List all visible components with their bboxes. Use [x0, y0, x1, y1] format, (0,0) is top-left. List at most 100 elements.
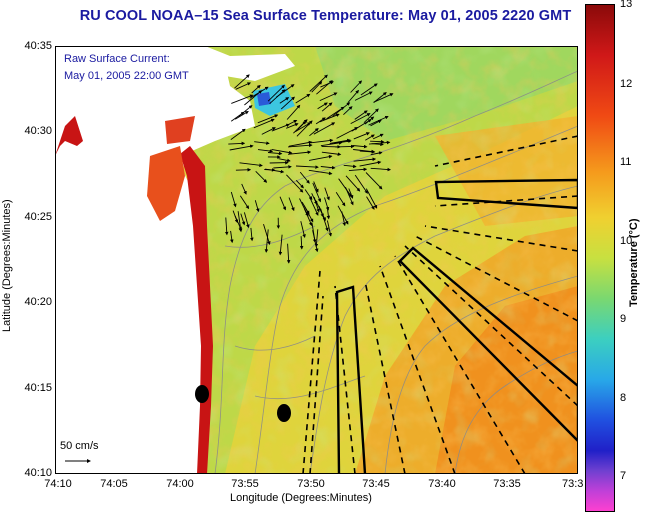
- current-vector: [289, 140, 313, 147]
- current-vector: [279, 196, 287, 211]
- current-vector: [370, 119, 382, 127]
- land-new-jersey: [55, 46, 255, 474]
- current-vector: [359, 150, 376, 154]
- current-vector: [254, 141, 270, 145]
- current-vector: [286, 174, 304, 193]
- colorbar-tick: 12: [620, 78, 633, 90]
- current-vector: [234, 111, 249, 120]
- current-vector: [264, 229, 269, 253]
- sampling-box-south: [335, 285, 367, 474]
- lat-tick: 40:30: [24, 125, 52, 137]
- current-vector: [241, 183, 247, 195]
- current-vector: [326, 106, 345, 120]
- current-vector: [295, 165, 319, 169]
- current-vector: [267, 84, 285, 102]
- current-vector: [309, 154, 333, 161]
- bathymetry-contours: [214, 70, 578, 474]
- current-vector: [372, 133, 384, 140]
- current-vector: [264, 168, 276, 172]
- current-vector: [313, 181, 319, 193]
- station-marker: [277, 404, 291, 422]
- current-vector: [371, 142, 384, 147]
- current-vector: [254, 200, 260, 213]
- current-vector: [243, 212, 250, 229]
- current-vector: [234, 74, 250, 89]
- lat-tick: 40:35: [24, 40, 52, 52]
- lon-tick: 73:35: [493, 478, 521, 490]
- current-vector: [321, 151, 342, 156]
- current-vector: [231, 94, 254, 104]
- current-vector: [255, 170, 268, 183]
- bay-warm-water: [165, 116, 195, 144]
- current-vector: [257, 149, 274, 153]
- current-vector: [278, 234, 283, 256]
- current-vector: [354, 174, 368, 194]
- current-vector: [373, 93, 394, 103]
- current-vector: [309, 128, 319, 137]
- current-vector: [353, 132, 370, 140]
- current-vector: [365, 134, 375, 141]
- lat-tick: 40:15: [24, 382, 52, 394]
- current-vector: [310, 138, 334, 144]
- cold-spot: [257, 92, 271, 106]
- current-vector: [365, 188, 378, 209]
- current-vector: [232, 210, 239, 224]
- current-vector: [263, 223, 271, 245]
- lon-tick: 73:40: [428, 478, 456, 490]
- current-vector: [309, 74, 328, 92]
- current-vector: [286, 104, 301, 120]
- coastal-warm-strip: [55, 116, 83, 156]
- current-vector: [324, 187, 330, 201]
- current-vector: [251, 84, 261, 94]
- current-vector: [280, 96, 295, 110]
- current-vector: [235, 82, 252, 90]
- station-marker: [195, 385, 209, 403]
- current-vector: [257, 114, 279, 124]
- colorbar-tick: 7: [620, 470, 627, 482]
- current-vector: [295, 93, 311, 104]
- current-vector: [314, 229, 319, 248]
- current-vector: [343, 164, 357, 169]
- current-vector: [315, 117, 326, 125]
- current-vector: [286, 123, 299, 129]
- colorbar-tick: 9: [620, 313, 627, 325]
- lon-tick: 74:00: [166, 478, 194, 490]
- colorbar-tick: 11: [620, 156, 632, 168]
- current-vector: [354, 91, 373, 101]
- current-vector: [321, 102, 333, 112]
- current-vector: [345, 175, 361, 192]
- current-vector: [350, 80, 363, 93]
- map-title: RU COOL NOAA–15 Sea Surface Temperature:…: [79, 8, 572, 24]
- sst-map: [55, 46, 578, 474]
- current-vector: [230, 191, 237, 208]
- current-vector: [271, 148, 293, 155]
- current-vector: [228, 141, 246, 146]
- current-vector: [239, 195, 250, 210]
- lon-tick: 73:3: [562, 478, 584, 490]
- current-vector: [324, 197, 330, 211]
- current-vector: [319, 92, 338, 102]
- current-vector: [370, 167, 392, 172]
- current-vector: [240, 213, 246, 226]
- current-vector: [237, 211, 243, 233]
- lon-tick: 73:50: [297, 478, 325, 490]
- current-vector: [343, 106, 353, 116]
- current-vector: [316, 80, 333, 95]
- current-vector: [288, 197, 295, 212]
- current-vector: [295, 122, 312, 132]
- colorbar-tick: 8: [620, 392, 627, 404]
- current-vector: [230, 128, 246, 140]
- current-vector: [261, 127, 276, 135]
- surface-current-vectors: [224, 74, 394, 264]
- land-long-island: [55, 46, 295, 81]
- current-vector: [321, 145, 341, 149]
- x-axis-title: Longitude (Degrees:Minutes): [230, 492, 372, 504]
- y-axis-title: Latitude (Degrees:Minutes): [1, 199, 13, 332]
- lon-tick: 73:55: [231, 478, 259, 490]
- current-vector: [244, 90, 263, 106]
- current-vector: [313, 122, 336, 135]
- current-vector: [230, 230, 234, 244]
- current-vector: [341, 211, 346, 227]
- current-vector: [360, 83, 378, 96]
- current-vector: [335, 192, 346, 207]
